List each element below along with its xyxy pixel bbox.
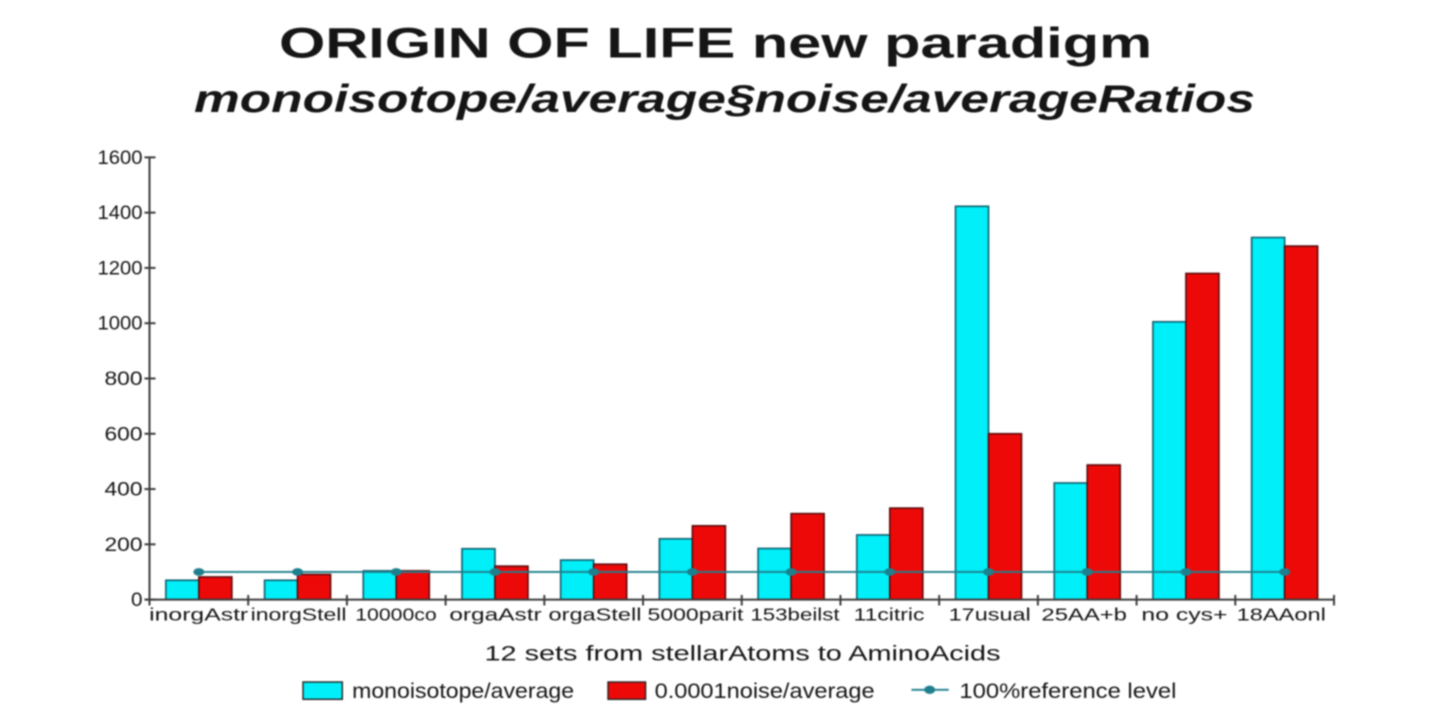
svg-text:17usual: 17usual [949, 604, 1031, 624]
svg-text:5000parit: 5000parit [648, 604, 744, 624]
svg-text:800: 800 [105, 369, 143, 390]
svg-text:inorgStell: inorgStell [251, 604, 347, 624]
svg-text:153beilst: 153beilst [750, 604, 839, 624]
svg-text:inorgAstr: inorgAstr [149, 604, 248, 624]
svg-text:25AA+b: 25AA+b [1041, 604, 1127, 624]
svg-text:200: 200 [105, 535, 143, 556]
svg-text:orgaStell: orgaStell [549, 604, 642, 624]
svg-text:ORIGIN OF LIFE new paradigm: ORIGIN OF LIFE new paradigm [279, 20, 1152, 68]
svg-text:400: 400 [105, 480, 143, 501]
svg-text:1400: 1400 [98, 203, 143, 224]
svg-text:600: 600 [105, 424, 143, 445]
svg-text:11citric: 11citric [854, 604, 925, 624]
svg-text:monoisotope/average: monoisotope/average [352, 680, 574, 703]
svg-text:18AAonl: 18AAonl [1237, 604, 1326, 624]
svg-text:10000co: 10000co [355, 604, 437, 624]
svg-text:0: 0 [131, 590, 143, 611]
svg-text:0.0001noise/average: 0.0001noise/average [655, 680, 875, 703]
svg-text:orgaAstr: orgaAstr [449, 604, 542, 624]
svg-text:100%reference level: 100%reference level [959, 680, 1176, 703]
svg-text:12 sets from stellarAtoms to A: 12 sets from stellarAtoms to AminoAcids [485, 643, 1001, 666]
svg-text:no cys+: no cys+ [1141, 604, 1227, 624]
svg-text:1600: 1600 [98, 148, 143, 169]
svg-text:monoisotope/average§noise/aver: monoisotope/average§noise/averageRatios [194, 78, 1255, 121]
svg-text:1000: 1000 [98, 314, 143, 335]
svg-text:1200: 1200 [98, 258, 143, 279]
